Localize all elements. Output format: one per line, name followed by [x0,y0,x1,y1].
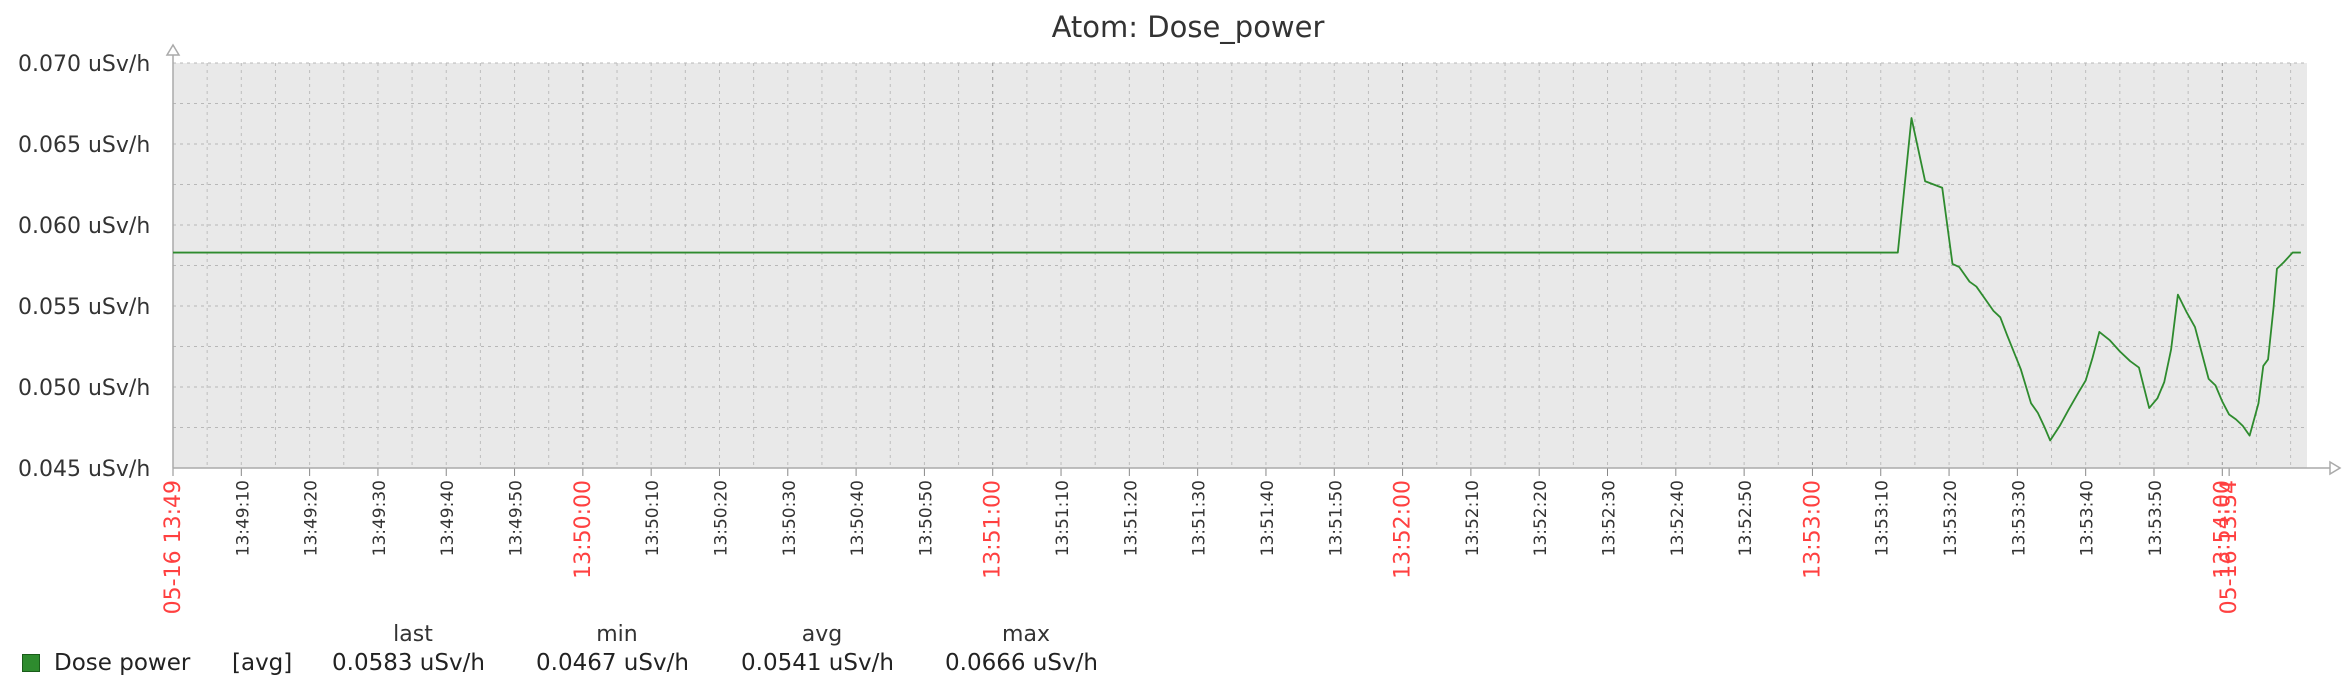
legend-header-avg: avg [801,622,843,647]
legend-header-min: min [596,622,638,647]
legend-last-value: 0.0583 uSv/h [332,650,485,676]
x-tick-label: 13:49:50 [507,480,527,556]
x-tick-label: 13:50:20 [711,480,731,556]
x-axis-labels: 05-16 13:49 13:49:10 13:49:20 13:49:30 13:49… [161,480,2242,614]
x-tick-label: 13:53:20 [1941,480,1961,556]
x-tick-label: 13:51:40 [1258,480,1278,556]
x-tick-label: 13:50:50 [916,480,936,556]
x-tick-label-major: 13:53:00 [1800,480,1825,579]
x-tick-label-major: 13:54:00 [2210,480,2235,579]
x-tick-label: 13:52:20 [1531,480,1551,556]
axes [165,43,2342,476]
series-layer [173,117,2301,442]
y-tick-label: 0.050 uSv/h [18,376,150,401]
y-tick-label: 0.060 uSv/h [18,214,150,239]
x-tick-label: 13:49:30 [370,480,390,556]
x-tick-label: 13:49:40 [438,480,458,556]
x-tick-label: 13:53:10 [1873,480,1893,556]
chart-title: Atom: Dose_power [1052,10,1325,44]
legend-header-max: max [1002,622,1050,647]
y-tick-label: 0.065 uSv/h [18,133,150,158]
x-axis-arrow-icon [2329,460,2342,476]
x-tick-label: 13:53:40 [2078,480,2098,556]
x-tick-label: 13:53:50 [2146,480,2166,556]
y-tick-label: 0.055 uSv/h [18,295,150,320]
x-tick-label: 13:50:30 [780,480,800,556]
x-tick-label: 13:51:10 [1053,480,1073,556]
x-tick-label-major: 05-16 13:54 [2217,480,2242,614]
x-tick-label-major: 13:50:00 [571,480,596,579]
legend-max-value: 0.0666 uSv/h [945,650,1098,676]
y-tick-label: 0.045 uSv/h [18,457,150,482]
x-tick-label: 13:49:10 [233,480,253,556]
x-tick-label: 13:50:40 [848,480,868,556]
legend-swatch [22,654,40,672]
y-axis-arrow-icon [165,43,181,56]
x-tick-label: 13:52:10 [1463,480,1483,556]
y-tick-label: 0.070 uSv/h [18,52,150,77]
x-tick-label-major: 13:51:00 [981,480,1006,579]
legend-series-name: Dose power [54,650,191,676]
y-axis-labels: 0.070 uSv/h 0.065 uSv/h 0.060 uSv/h 0.055 u… [18,52,150,482]
legend-function: [avg] [232,650,293,676]
legend-avg-value: 0.0541 uSv/h [741,650,894,676]
x-tick-label: 13:51:50 [1326,480,1346,556]
x-tick-label: 13:51:30 [1190,480,1210,556]
x-tick-label-major: 05-16 13:49 [161,480,186,614]
x-tick-label: 13:52:30 [1600,480,1620,556]
grid-lines [172,62,2307,469]
series-line-dose-power [173,117,2301,442]
x-tick-label: 13:52:40 [1668,480,1688,556]
x-tick-label: 13:53:30 [2009,480,2029,556]
legend-header-last: last [393,622,433,647]
x-tick-label: 13:50:10 [643,480,663,556]
x-tick-label: 13:51:20 [1121,480,1141,556]
x-tick-label: 13:49:20 [302,480,322,556]
x-tick-label-major: 13:52:00 [1391,480,1416,579]
x-tick-label: 13:52:50 [1736,480,1756,556]
legend-min-value: 0.0467 uSv/h [536,650,689,676]
